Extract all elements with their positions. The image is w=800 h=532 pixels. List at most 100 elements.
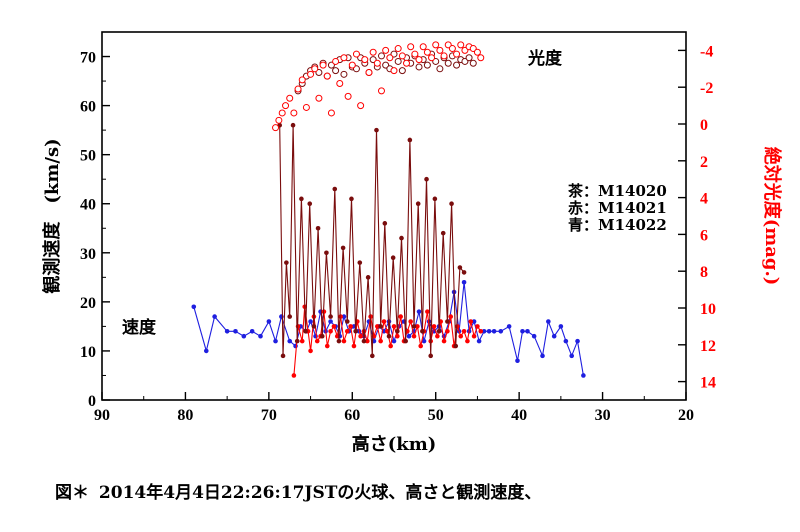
y-left-tick-label: 50 [80,148,96,165]
data-point-m14022-velocity [341,314,347,319]
data-point-m14020-velocity [378,324,383,329]
data-point-m14021-velocity [431,324,437,329]
data-point-m14020-velocity [294,338,300,344]
x-tick-label: 50 [428,407,444,424]
data-point-m14022-velocity [506,324,512,329]
data-point-m14020-velocity [399,235,404,241]
y-left-tick-label: 30 [80,246,96,263]
data-point-m14021-velocity [341,338,347,344]
data-point-m14020-velocity [407,137,413,143]
data-point-m14022-velocity [525,329,530,334]
caption-text: 2014年4月4日22:26:17JSTの火球、高さと観測速度、 [98,483,542,503]
data-point-m14022-velocity [581,373,586,378]
data-point-m14021-velocity [398,314,403,319]
x-tick-label: 70 [261,407,277,424]
data-point-m14021-luminosity [403,59,411,67]
y-left-tick-label: 0 [88,393,96,410]
x-tick-label: 80 [177,407,193,424]
y-right-tick-label: 14 [700,375,716,392]
data-point-m14020-velocity [349,196,354,202]
data-point-m14021-luminosity [278,109,286,117]
data-point-m14020-luminosity [469,59,477,67]
data-point-m14021-luminosity [286,94,294,102]
data-point-m14021-velocity [435,333,440,339]
data-point-m14020-velocity [420,329,425,334]
data-point-m14020-velocity [395,329,400,334]
data-point-m14022-velocity [486,329,492,334]
data-point-m14021-luminosity [290,109,298,117]
data-point-m14021-velocity [415,324,420,329]
y-right-tick-label: 4 [700,191,708,208]
data-point-m14020-velocity [445,319,450,324]
data-point-m14020-velocity [284,260,289,265]
data-point-m14021-luminosity [327,109,335,117]
data-point-m14022-velocity [546,319,551,324]
data-point-m14021-luminosity [390,67,398,75]
data-point-m14021-luminosity [357,102,365,110]
legend-entry: 赤：M14021 [568,199,667,217]
data-point-m14022-velocity [328,319,333,324]
data-point-m14021-velocity [348,324,353,329]
y-right-tick-label: 2 [700,154,708,171]
data-point-m14021-luminosity [323,72,331,80]
data-point-m14021-velocity [478,329,484,334]
chart: 90 80 70 60 50 40 30 20 0 10 20 30 40 50 60 70 -4 -2 0 2 4 6 8… [41,31,783,455]
data-point-m14021-velocity [408,319,413,324]
data-point-m14022-velocity [249,329,255,334]
data-point-m14020-luminosity [398,67,406,75]
x-tick-label: 60 [344,407,360,424]
y-right-tick-label: 6 [700,227,708,244]
data-point-m14021-velocity [455,324,460,329]
data-point-m14021-luminosity [436,46,444,54]
data-point-m14021-velocity [458,333,464,339]
data-point-m14022-velocity [461,279,467,285]
y-right-tick-label: -4 [700,43,713,60]
y-right-axis-title: 絶対光度(mag.) [761,147,783,286]
data-point-m14020-luminosity [465,54,473,62]
data-point-m14022-velocity [233,329,238,334]
data-point-m14021-luminosity [440,52,448,60]
data-point-m14021-luminosity [352,50,360,58]
data-point-m14020-velocity [290,122,296,128]
data-point-m14021-luminosity [332,57,340,65]
series-m14020-velocity [277,122,467,359]
data-point-m14022-velocity [273,338,278,344]
data-point-m14021-velocity [461,329,467,334]
data-point-m14022-velocity [308,319,313,324]
data-point-m14020-luminosity [377,52,385,60]
data-point-m14021-velocity [365,338,370,344]
x-tick-label: 30 [595,407,611,424]
data-point-m14022-velocity [481,329,487,334]
data-point-m14020-luminosity [332,67,340,75]
data-point-m14020-velocity [390,255,396,261]
y-left-tick-label: 20 [80,295,96,312]
y-right-tick-label: 10 [700,301,716,318]
y-left-tick-label: 10 [80,344,96,361]
data-point-m14020-velocity [315,225,321,231]
data-point-m14021-luminosity [477,54,485,62]
data-point-m14021-luminosity [282,102,290,110]
data-point-m14021-luminosity [369,48,377,56]
data-point-m14020-velocity [307,201,313,207]
data-point-m14020-luminosity [453,61,461,69]
data-point-m14021-velocity [308,348,313,354]
data-point-m14021-velocity [358,333,363,339]
y-right-tick-label: 8 [700,264,708,281]
data-point-m14021-velocity [425,309,430,314]
data-point-m14020-velocity [365,275,371,280]
series-m14021-luminosity [272,41,485,132]
data-point-m14021-luminosity [407,43,415,51]
x-tick-label: 40 [511,407,527,424]
data-point-m14021-velocity [418,343,423,349]
data-point-m14021-luminosity [307,70,315,78]
data-point-m14021-luminosity [294,85,302,93]
data-point-m14020-velocity [403,338,408,344]
data-point-m14020-velocity [449,201,454,207]
data-point-m14021-velocity [448,314,454,319]
data-point-m14022-velocity [476,338,482,344]
data-point-m14022-velocity [203,348,209,354]
legend-entry: 青：M14022 [568,216,667,234]
data-point-m14021-luminosity [302,103,310,111]
data-point-m14021-luminosity [315,94,323,102]
data-point-m14022-velocity [212,314,217,319]
